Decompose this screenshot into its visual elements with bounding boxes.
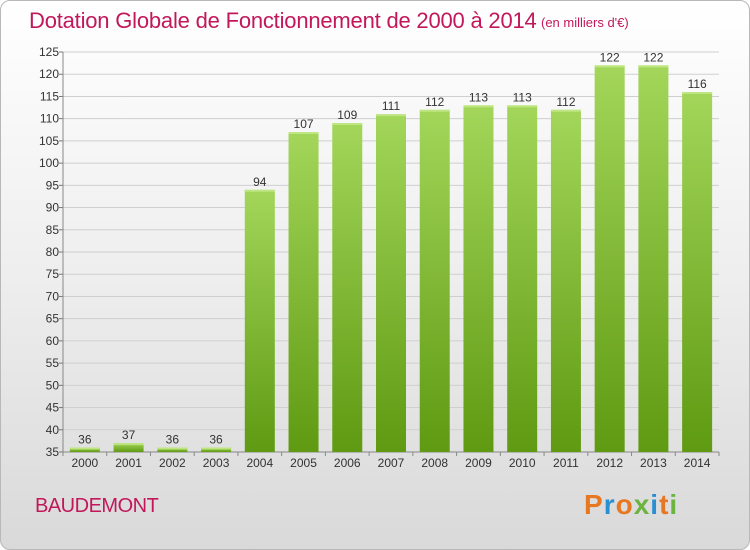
bar-highlight xyxy=(113,443,144,446)
bar xyxy=(682,92,713,452)
value-label: 94 xyxy=(253,175,267,189)
x-tick-label: 2011 xyxy=(553,456,579,470)
x-tick-label: 2008 xyxy=(421,456,448,470)
bar-highlight xyxy=(638,65,669,68)
x-tick-label: 2007 xyxy=(378,456,405,470)
x-tick-label: 2006 xyxy=(334,456,361,470)
y-tick-label: 75 xyxy=(46,267,60,281)
bar xyxy=(638,65,669,452)
y-tick-label: 55 xyxy=(46,356,60,370)
logo-letter: i xyxy=(669,489,679,520)
y-tick-label: 70 xyxy=(46,289,60,303)
bar xyxy=(69,447,100,452)
bar-highlight xyxy=(288,132,319,134)
y-tick-label: 90 xyxy=(46,201,60,215)
bar-highlight xyxy=(244,189,275,192)
unit-label: (en milliers d'€) xyxy=(541,15,629,30)
x-tick-label: 2000 xyxy=(72,456,99,470)
bar-highlight xyxy=(507,105,538,108)
bar xyxy=(244,189,275,452)
value-label: 113 xyxy=(469,90,488,104)
y-tick-label: 100 xyxy=(39,156,59,170)
value-label: 36 xyxy=(78,433,92,447)
value-label: 116 xyxy=(688,77,707,91)
value-label: 109 xyxy=(337,108,357,122)
value-label: 111 xyxy=(382,99,401,113)
y-tick-label: 60 xyxy=(46,334,60,348)
commune-name: BAUDEMONT xyxy=(35,495,159,517)
x-tick-label: 2014 xyxy=(684,456,711,470)
proxiti-logo: Proxiti xyxy=(584,489,678,521)
bar xyxy=(201,447,232,452)
bar xyxy=(419,109,450,453)
bar xyxy=(113,443,144,452)
y-tick-label: 105 xyxy=(39,134,59,148)
bar xyxy=(507,105,538,452)
y-tick-label: 35 xyxy=(46,445,60,459)
logo-letter: P xyxy=(584,489,604,520)
value-label: 37 xyxy=(122,428,136,442)
y-tick-label: 95 xyxy=(46,178,60,192)
bar-highlight xyxy=(550,109,581,112)
bar xyxy=(376,114,406,452)
bar xyxy=(550,109,581,453)
y-tick-label: 50 xyxy=(46,378,60,392)
bar-highlight xyxy=(594,65,625,68)
bar-highlight xyxy=(419,109,450,112)
y-tick-label: 125 xyxy=(39,45,59,59)
x-tick-label: 2002 xyxy=(159,456,186,470)
x-tick-label: 2010 xyxy=(509,456,536,470)
bar xyxy=(463,105,494,452)
y-tick-label: 115 xyxy=(40,89,59,103)
value-label: 122 xyxy=(643,50,663,64)
value-label: 36 xyxy=(166,433,180,447)
chart-title: Dotation Globale de Fonctionnement de 20… xyxy=(29,8,537,33)
bar-highlight xyxy=(69,447,100,450)
y-tick-label: 40 xyxy=(46,423,60,437)
logo-letter: r xyxy=(603,489,616,520)
bar xyxy=(157,447,188,452)
x-tick-label: 2013 xyxy=(640,456,667,470)
logo-letter: o xyxy=(615,489,634,520)
bar-highlight xyxy=(463,105,494,108)
value-label: 112 xyxy=(425,95,444,109)
bar xyxy=(288,132,319,452)
y-tick-label: 85 xyxy=(46,223,60,237)
y-tick-label: 110 xyxy=(40,112,59,126)
logo-letter: i xyxy=(650,489,660,520)
x-tick-label: 2005 xyxy=(290,456,317,470)
logo-letter: x xyxy=(633,489,651,520)
value-label: 36 xyxy=(209,433,223,447)
x-tick-label: 2009 xyxy=(465,456,492,470)
x-tick-label: 2012 xyxy=(596,456,623,470)
y-tick-label: 45 xyxy=(46,401,60,415)
bar-highlight xyxy=(682,92,713,94)
y-tick-label: 120 xyxy=(39,67,59,81)
y-tick-label: 80 xyxy=(46,245,60,259)
x-tick-label: 2001 xyxy=(115,456,142,470)
value-label: 122 xyxy=(600,50,620,64)
bar xyxy=(594,65,625,452)
y-tick-label: 65 xyxy=(46,312,60,326)
bar-highlight xyxy=(157,447,188,450)
value-label: 107 xyxy=(294,117,314,131)
bar-highlight xyxy=(376,114,406,117)
bar xyxy=(332,123,363,452)
value-label: 113 xyxy=(513,90,532,104)
logo-letter: t xyxy=(659,489,670,520)
bar-highlight xyxy=(332,123,363,126)
x-tick-label: 2003 xyxy=(203,456,230,470)
bar-highlight xyxy=(201,447,232,450)
x-tick-label: 2004 xyxy=(246,456,273,470)
value-label: 112 xyxy=(556,95,575,109)
